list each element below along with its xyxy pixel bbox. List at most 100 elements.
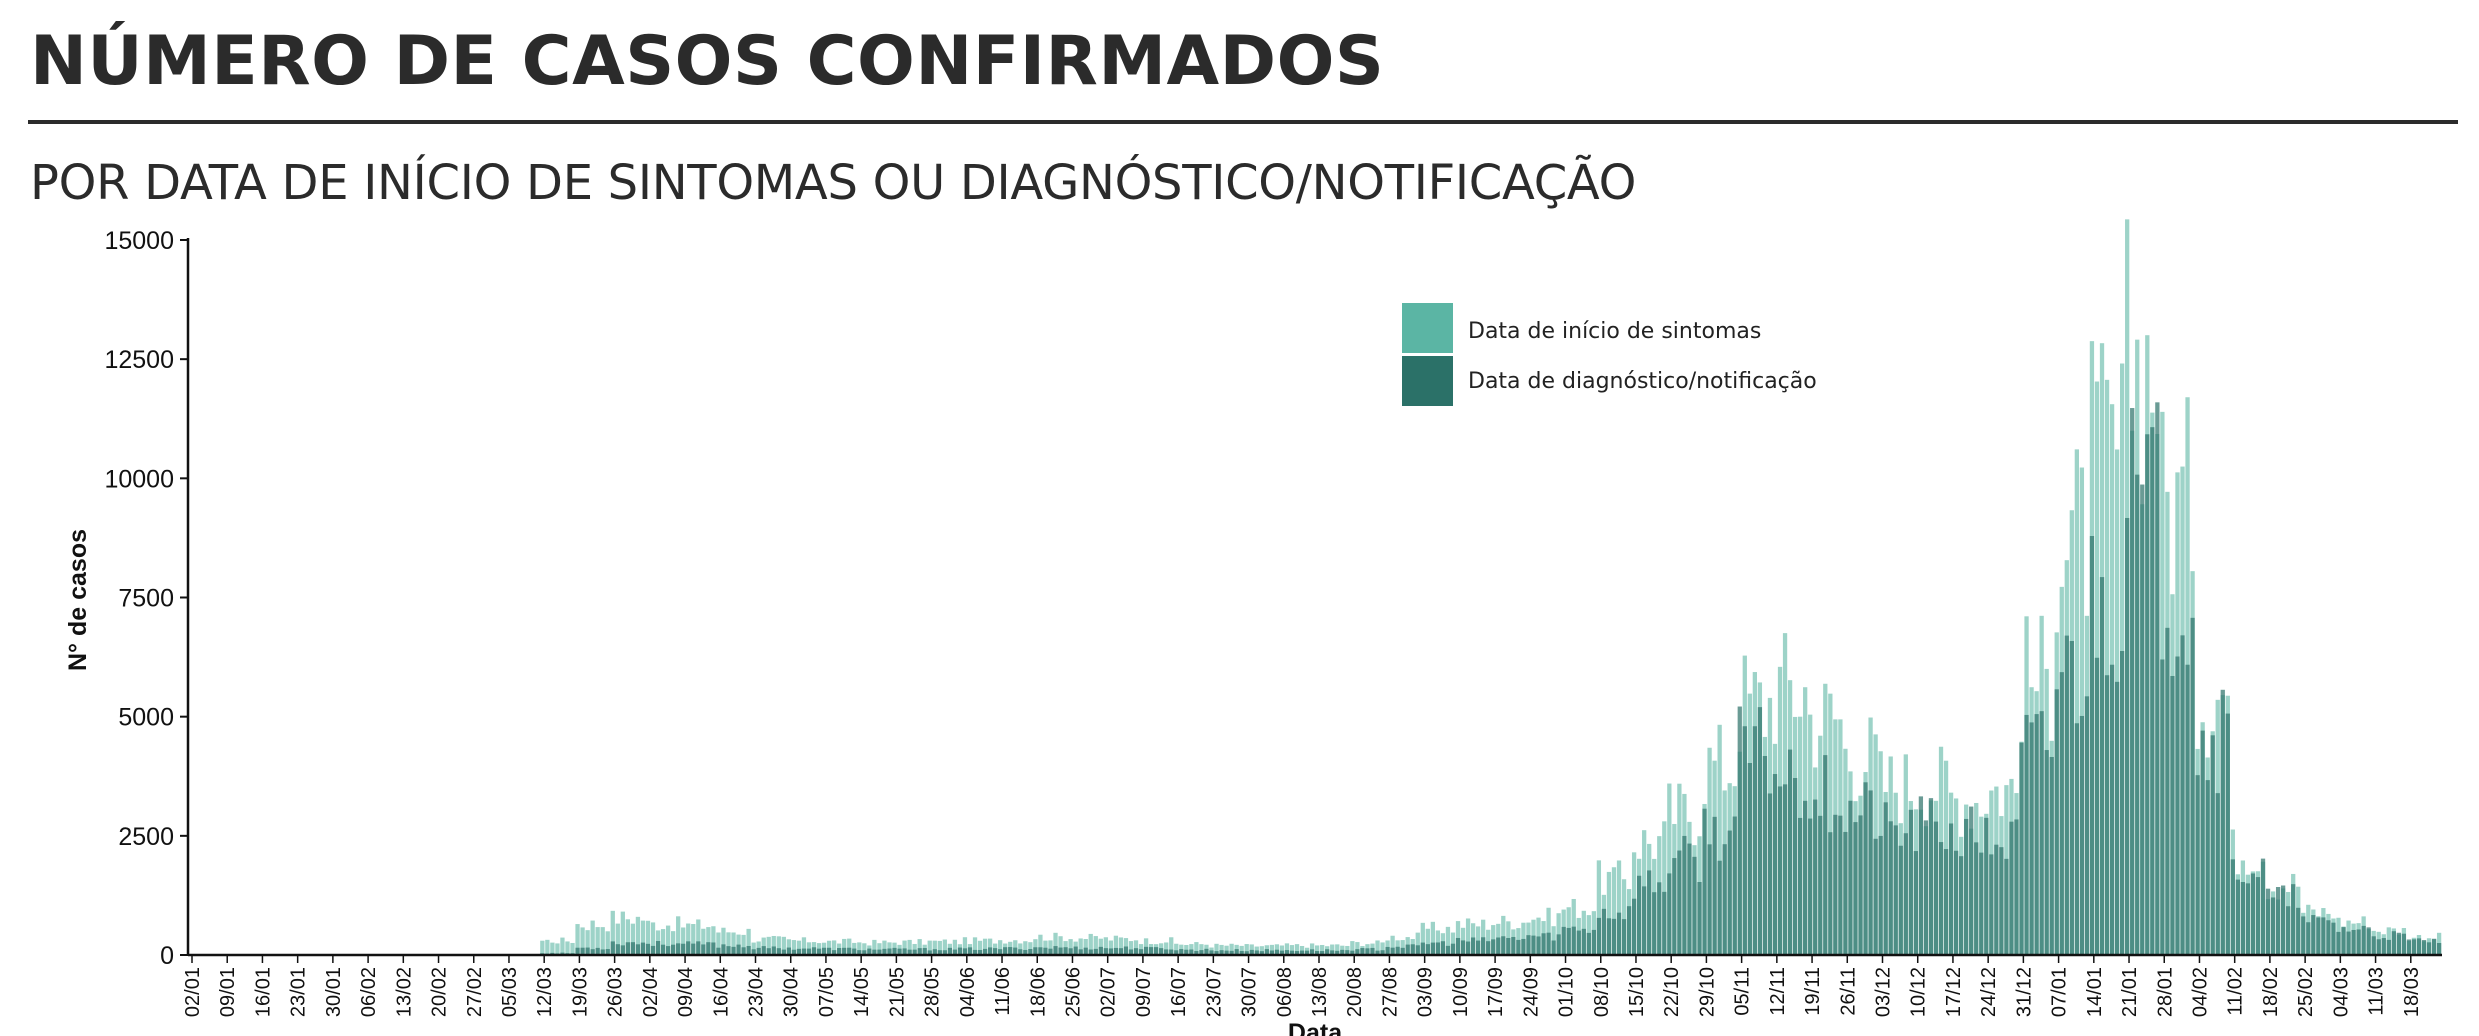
x-tick-label: 06/08 [1274,967,1296,1017]
diagnosis-bar [952,949,958,955]
diagnosis-bar [1465,941,1471,955]
diagnosis-bar [1254,950,1259,955]
diagnosis-bar [2245,883,2251,955]
symptoms-bar [1279,945,1285,955]
diagnosis-bar [2004,858,2009,955]
diagnosis-bar [947,947,952,955]
diagnosis-bar [1053,946,1058,955]
symptoms-bar [1269,944,1274,955]
x-tick-label: 04/02 [2190,967,2212,1017]
legend-swatch-symptoms [1402,303,1453,353]
diagnosis-bar [1979,852,1984,955]
diagnosis-bar [1003,947,1008,955]
symptoms-bar [1284,943,1290,955]
diagnosis-bar [575,947,580,955]
diagnosis-bar [1737,706,1742,955]
diagnosis-bar [1360,948,1365,955]
diagnosis-bar [630,942,636,955]
x-tick-label: 02/07 [1098,967,1120,1017]
diagnosis-bar [2381,938,2386,955]
diagnosis-bar [1501,936,1506,955]
x-tick-label: 07/01 [2049,967,2071,1017]
symptoms-bar [580,927,585,955]
x-tick-label: 05/11 [1732,967,1754,1016]
x-tick-label: 03/09 [1415,967,1437,1017]
symptoms-bar [1596,860,1602,955]
symptoms-bar [555,943,560,955]
x-tick-label: 26/03 [605,967,627,1017]
diagnosis-bar [1234,949,1239,955]
symptoms-bar [987,938,993,955]
diagnosis-bar [620,945,625,955]
diagnosis-bar [1169,949,1174,955]
diagnosis-bar [1093,948,1098,955]
diagnosis-bar [1440,941,1446,955]
diagnosis-bar [1803,800,1808,955]
symptoms-bar [660,929,666,955]
diagnosis-bar [741,947,746,955]
x-tick-label: 04/06 [957,967,979,1017]
diagnosis-bar [2135,474,2140,955]
x-axis-label: Data [1288,1019,1343,1036]
diagnosis-bar [1838,815,1843,955]
diagnosis-bar [1798,817,1803,955]
symptoms-bar [1108,940,1113,955]
diagnosis-bar [1184,949,1189,955]
diagnosis-bar [1637,875,1642,955]
diagnosis-bar [1194,950,1199,955]
diagnosis-bar [2296,907,2301,955]
symptoms-bar [1501,915,1506,955]
diagnosis-bar [746,945,751,955]
diagnosis-bar [701,944,706,955]
diagnosis-bar [1008,947,1013,955]
diagnosis-bar [1536,936,1541,955]
diagnosis-bar [1611,918,1617,955]
diagnosis-bar [711,942,716,955]
symptoms-bar [595,927,600,955]
diagnosis-bar [1013,947,1018,955]
diagnosis-bar [2180,635,2185,955]
symptoms-bar [832,940,837,955]
diagnosis-bar [676,943,681,955]
diagnosis-bar [862,950,867,955]
diagnosis-bar [932,949,937,955]
y-tick-label: 5000 [118,704,174,732]
diagnosis-bar [1581,928,1586,955]
diagnosis-bar [2326,920,2331,955]
symptoms-bar [902,940,907,955]
diagnosis-bar [1405,944,1410,955]
symptoms-bar [1224,945,1229,955]
diagnosis-bar [2175,656,2180,955]
symptoms-bar [1621,879,1627,955]
y-tick-label: 10000 [104,465,174,493]
diagnosis-bar [1506,937,1511,955]
diagnosis-bar [1028,949,1033,955]
diagnosis-bar [2260,858,2266,955]
diagnosis-bar [1772,774,1778,955]
diagnosis-bar [982,948,988,955]
diagnosis-bar [1787,749,1793,955]
diagnosis-bar [902,948,907,955]
symptoms-bar [1430,921,1435,955]
symptoms-bar [620,911,625,955]
symptoms-bar [1717,724,1722,955]
diagnosis-bar [2125,517,2130,955]
diagnosis-bar [1953,850,1959,955]
diagnosis-bar [1259,951,1264,955]
diagnosis-bar [1284,950,1290,955]
diagnosis-bar [605,949,610,955]
y-tick-label: 15000 [104,227,174,255]
diagnosis-bar [1179,949,1184,955]
symptoms-bar [771,935,776,955]
diagnosis-bar [2331,922,2336,955]
symptoms-bar [927,940,932,955]
diagnosis-bar [781,949,786,955]
diagnosis-bar [2225,713,2230,955]
diagnosis-bar [1486,941,1491,955]
diagnosis-bar [1516,939,1521,955]
diagnosis-bar [625,942,630,955]
diagnosis-bar [1274,949,1280,955]
symptoms-bar [917,939,922,955]
x-tick-label: 25/02 [2295,967,2317,1017]
